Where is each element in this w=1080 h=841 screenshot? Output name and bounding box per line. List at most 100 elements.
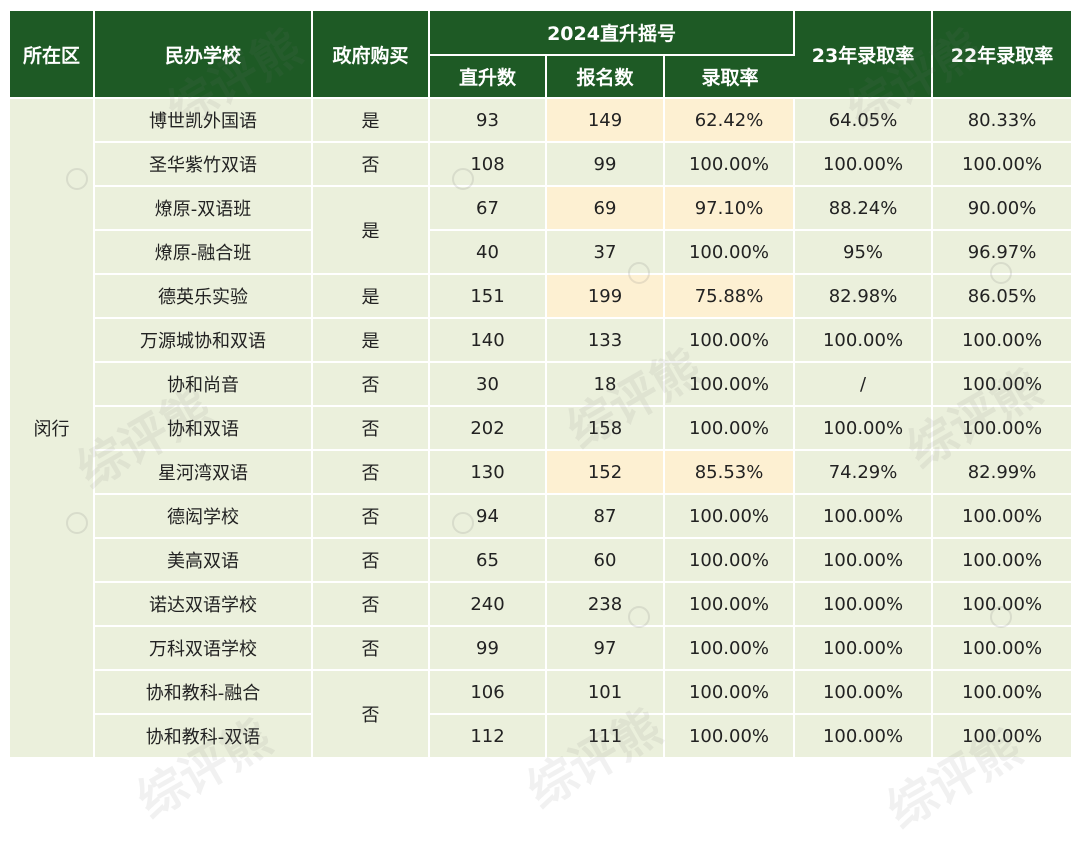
- cell-rate-2023: /: [795, 363, 934, 407]
- cell-rate-2023: 100.00%: [795, 539, 934, 583]
- cell-applicants: 99: [547, 143, 665, 187]
- cell-rate-2022: 100.00%: [933, 407, 1072, 451]
- cell-school: 万科双语学校: [95, 627, 313, 671]
- cell-rate-2023: 100.00%: [795, 671, 934, 715]
- cell-school: 博世凯外国语: [95, 99, 313, 143]
- cell-rate: 100.00%: [665, 495, 796, 539]
- cell-rate-2023: 100.00%: [795, 407, 934, 451]
- header-rate-2022: 22年录取率: [933, 11, 1072, 99]
- cell-applicants: 111: [547, 715, 665, 759]
- cell-rate-2022: 100.00%: [933, 583, 1072, 627]
- cell-rate-2022: 100.00%: [933, 671, 1072, 715]
- table-row: 闵行 博世凯外国语是 93 149 62.42% 64.05% 80.33%: [10, 99, 1072, 759]
- header-gov-purchase: 政府购买: [313, 11, 430, 99]
- table-row: 协和尚音否 30 18 100.00%/100.00%: [10, 363, 1072, 407]
- table-row: 协和双语否 202 158 100.00% 100.00% 100.00%: [10, 407, 1072, 451]
- cell-direct: 40: [430, 231, 547, 275]
- cell-rate-2022: 100.00%: [933, 539, 1072, 583]
- cell-school: 美高双语: [95, 539, 313, 583]
- cell-gov-purchase: 是: [313, 99, 430, 143]
- cell-rate-2022: 86.05%: [933, 275, 1072, 319]
- header-district: 所在区: [10, 11, 95, 99]
- cell-direct: 108: [430, 143, 547, 187]
- cell-rate: 85.53%: [665, 451, 796, 495]
- cell-rate: 100.00%: [665, 627, 796, 671]
- cell-applicants: 149: [547, 99, 665, 143]
- cell-applicants: 18: [547, 363, 665, 407]
- cell-gov-purchase: 否: [313, 495, 430, 539]
- cell-applicants: 101: [547, 671, 665, 715]
- table-header: 所在区 民办学校 政府购买 2024直升摇号 23年录取率 22年录取率 直升数…: [10, 11, 1072, 99]
- cell-rate-2023: 100.00%: [795, 715, 934, 759]
- header-applicants: 报名数: [547, 56, 665, 99]
- header-school: 民办学校: [95, 11, 313, 99]
- cell-direct: 93: [430, 99, 547, 143]
- cell-direct: 67: [430, 187, 547, 231]
- table-row: 诺达双语学校否 240 238 100.00% 100.00% 100.00%: [10, 583, 1072, 627]
- cell-direct: 94: [430, 495, 547, 539]
- cell-applicants: 238: [547, 583, 665, 627]
- cell-applicants: 133: [547, 319, 665, 363]
- cell-rate: 100.00%: [665, 407, 796, 451]
- cell-rate: 97.10%: [665, 187, 796, 231]
- cell-gov-purchase: 否: [313, 583, 430, 627]
- table-row: 协和教科-双语 112 111 100.00% 100.00% 100.00%: [10, 715, 1072, 759]
- cell-rate-2022: 100.00%: [933, 143, 1072, 187]
- cell-rate: 100.00%: [665, 231, 796, 275]
- cell-rate: 100.00%: [665, 363, 796, 407]
- cell-applicants: 87: [547, 495, 665, 539]
- cell-gov-purchase: 是: [313, 275, 430, 319]
- table-row: 万源城协和双语是 140 133 100.00% 100.00% 100.00%: [10, 319, 1072, 363]
- cell-rate-2023: 100.00%: [795, 583, 934, 627]
- cell-rate-2023: 100.00%: [795, 143, 934, 187]
- cell-gov-purchase: 是: [313, 319, 430, 363]
- table-row: 协和教科-融合否 106 101 100.00% 100.00% 100.00%: [10, 671, 1072, 759]
- cell-rate: 100.00%: [665, 671, 796, 715]
- cell-gov-purchase: 否: [313, 451, 430, 495]
- cell-rate-2022: 96.97%: [933, 231, 1072, 275]
- cell-applicants: 158: [547, 407, 665, 451]
- cell-applicants: 69: [547, 187, 665, 231]
- table-row: 德闳学校否 94 87 100.00% 100.00% 100.00%: [10, 495, 1072, 539]
- cell-school: 万源城协和双语: [95, 319, 313, 363]
- table-row: 星河湾双语否 130 152 85.53% 74.29% 82.99%: [10, 451, 1072, 495]
- cell-rate: 100.00%: [665, 143, 796, 187]
- cell-gov-purchase: 否: [313, 407, 430, 451]
- cell-rate-2022: 82.99%: [933, 451, 1072, 495]
- admission-table: 所在区 民办学校 政府购买 2024直升摇号 23年录取率 22年录取率 直升数…: [10, 11, 1072, 759]
- cell-rate-2022: 80.33%: [933, 99, 1072, 143]
- table-row: 燎原-双语班是 67 69 97.10% 88.24% 90.00%: [10, 187, 1072, 275]
- header-lottery-group: 2024直升摇号: [430, 11, 796, 56]
- cell-rate-2023: 100.00%: [795, 627, 934, 671]
- cell-direct: 130: [430, 451, 547, 495]
- cell-rate-2022: 100.00%: [933, 319, 1072, 363]
- cell-rate-2023: 74.29%: [795, 451, 934, 495]
- cell-direct: 240: [430, 583, 547, 627]
- table-row: 美高双语否 65 60 100.00% 100.00% 100.00%: [10, 539, 1072, 583]
- cell-rate: 62.42%: [665, 99, 796, 143]
- cell-school: 圣华紫竹双语: [95, 143, 313, 187]
- cell-school: 协和教科-双语: [95, 715, 313, 759]
- table-row: 圣华紫竹双语否 108 99 100.00% 100.00% 100.00%: [10, 143, 1072, 187]
- admission-table-wrapper: 所在区 民办学校 政府购买 2024直升摇号 23年录取率 22年录取率 直升数…: [10, 11, 1072, 759]
- table-row: 德英乐实验是 151 199 75.88% 82.98% 86.05%: [10, 275, 1072, 319]
- cell-direct: 202: [430, 407, 547, 451]
- cell-gov-purchase: 否: [313, 671, 430, 759]
- cell-applicants: 152: [547, 451, 665, 495]
- cell-district: 闵行: [10, 99, 95, 759]
- cell-direct: 112: [430, 715, 547, 759]
- cell-gov-purchase: 否: [313, 143, 430, 187]
- cell-rate-2022: 100.00%: [933, 715, 1072, 759]
- cell-school: 德闳学校: [95, 495, 313, 539]
- table-row: 燎原-融合班 40 37 100.00% 95% 96.97%: [10, 231, 1072, 275]
- cell-school: 燎原-双语班: [95, 187, 313, 231]
- cell-rate-2023: 88.24%: [795, 187, 934, 231]
- cell-direct: 30: [430, 363, 547, 407]
- cell-direct: 106: [430, 671, 547, 715]
- cell-rate-2022: 90.00%: [933, 187, 1072, 231]
- cell-direct: 65: [430, 539, 547, 583]
- cell-school: 燎原-融合班: [95, 231, 313, 275]
- cell-rate-2023: 100.00%: [795, 319, 934, 363]
- cell-direct: 140: [430, 319, 547, 363]
- cell-applicants: 60: [547, 539, 665, 583]
